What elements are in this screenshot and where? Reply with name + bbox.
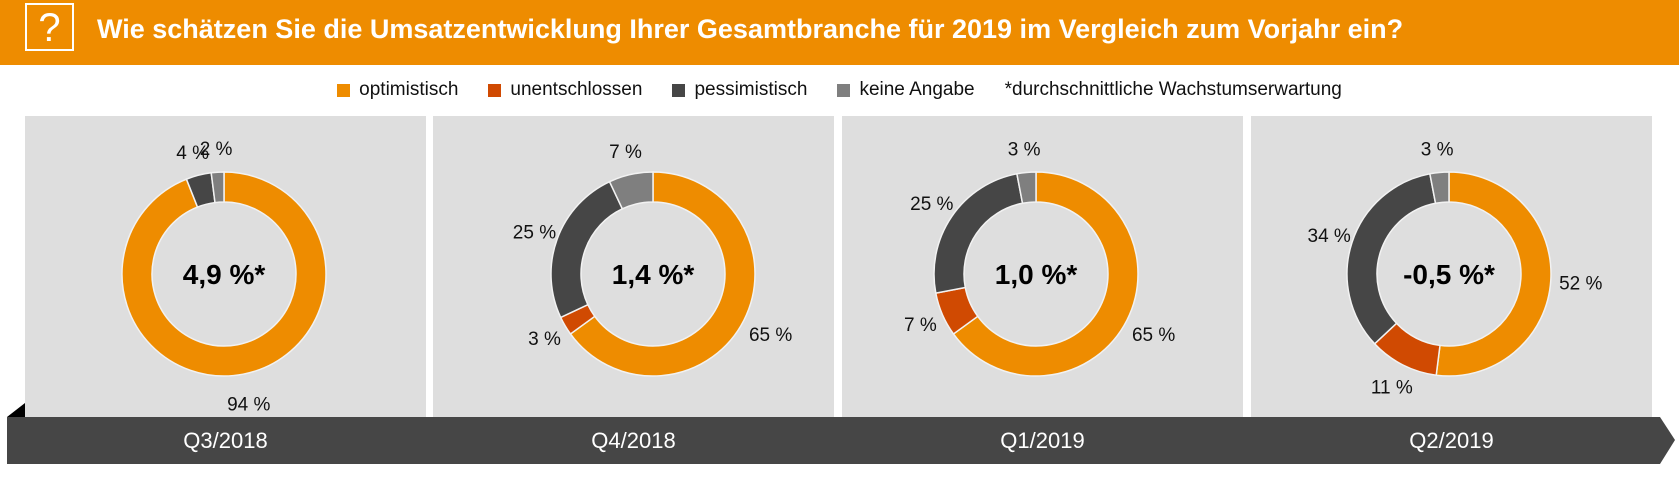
center-growth-label: -0,5 %*	[1403, 259, 1495, 290]
legend-item-keine-angabe: keine Angabe	[837, 77, 975, 103]
data-label: 65 %	[1132, 325, 1175, 346]
data-label: 2 %	[200, 139, 233, 160]
data-label: 65 %	[749, 325, 792, 346]
legend-label: unentschlossen	[510, 79, 643, 100]
timeline-bar	[7, 417, 1675, 464]
data-label: 34 %	[1308, 226, 1351, 247]
data-label: 11 %	[1371, 377, 1413, 398]
donut-segment-keine-angabe	[210, 171, 225, 204]
center-growth-label: 1,0 %*	[995, 259, 1078, 290]
legend-label: keine Angabe	[859, 79, 975, 100]
question-mark-icon: ?	[25, 3, 74, 51]
donut-segment-optimistisch	[569, 171, 756, 377]
legend-item-pessimistisch: pessimistisch	[672, 77, 807, 103]
donut-segment-optimistisch	[1435, 171, 1552, 377]
legend-swatch	[337, 83, 351, 97]
donut-segment-optimistisch	[121, 171, 327, 377]
period-label: Q2/2019	[1409, 428, 1494, 453]
legend-label: *durchschnittliche Wachstumserwartung	[1004, 79, 1342, 100]
legend-swatch	[672, 83, 686, 97]
legend-item-optimistisch: optimistisch	[337, 77, 458, 103]
header-banner: ? Wie schätzen Sie die Umsatzentwicklung…	[0, 0, 1679, 65]
legend: optimistisch unentschlossen pessimistisc…	[0, 77, 1679, 103]
data-label: 25 %	[910, 194, 953, 215]
data-label: 7 %	[904, 315, 937, 336]
data-label: 7 %	[609, 142, 642, 163]
page-title: Wie schätzen Sie die Umsatzentwicklung I…	[97, 14, 1404, 44]
data-label: 94 %	[227, 395, 270, 416]
data-label: 4 %	[176, 143, 209, 164]
donut-segment-keine-angabe	[1016, 171, 1037, 205]
donut-segment-optimistisch	[952, 171, 1139, 377]
data-label: 52 %	[1559, 273, 1602, 294]
timeline-fold	[7, 403, 25, 417]
donut-segment-pessimistisch	[550, 180, 624, 319]
period-label: Q4/2018	[591, 428, 676, 453]
donut-segment-keine-angabe	[608, 171, 654, 210]
legend-footnote: *durchschnittliche Wachstumserwartung	[1005, 77, 1342, 103]
donut-segment-keine-angabe	[1429, 171, 1450, 205]
period-label: Q1/2019	[1000, 428, 1085, 453]
legend-swatch	[837, 83, 851, 97]
center-growth-label: 1,4 %*	[612, 259, 695, 290]
data-label: 25 %	[513, 222, 556, 243]
center-growth-label: 4,9 %*	[183, 259, 266, 290]
legend-item-unentschlossen: unentschlossen	[488, 77, 642, 103]
legend-swatch	[488, 83, 502, 97]
data-label: 3 %	[1421, 140, 1454, 161]
period-label: Q3/2018	[183, 428, 268, 453]
data-label: 3 %	[1008, 140, 1041, 161]
legend-label: pessimistisch	[694, 79, 808, 100]
data-label: 3 %	[528, 329, 561, 350]
legend-label: optimistisch	[359, 79, 459, 100]
